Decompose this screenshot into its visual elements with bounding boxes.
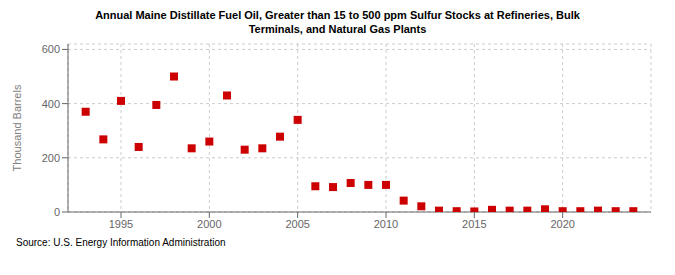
svg-text:2020: 2020 bbox=[550, 218, 574, 230]
svg-text:2005: 2005 bbox=[285, 218, 309, 230]
svg-text:400: 400 bbox=[42, 98, 60, 110]
svg-text:2015: 2015 bbox=[462, 218, 486, 230]
html-text:Source: U.S. Energy Informatio: Source: U.S. Energy Information Administ… bbox=[16, 237, 226, 248]
svg-text:0: 0 bbox=[54, 206, 60, 218]
svg-text:1995: 1995 bbox=[109, 218, 133, 230]
svg-text:2000: 2000 bbox=[197, 218, 221, 230]
html-text:Annual Maine Distillate Fuel O: Annual Maine Distillate Fuel Oil, Greate… bbox=[95, 9, 580, 35]
svg-text:2010: 2010 bbox=[374, 218, 398, 230]
svg-text:Thousand Barrels: Thousand Barrels bbox=[11, 84, 23, 171]
svg-text:200: 200 bbox=[42, 152, 60, 164]
svg-text:600: 600 bbox=[42, 43, 60, 55]
